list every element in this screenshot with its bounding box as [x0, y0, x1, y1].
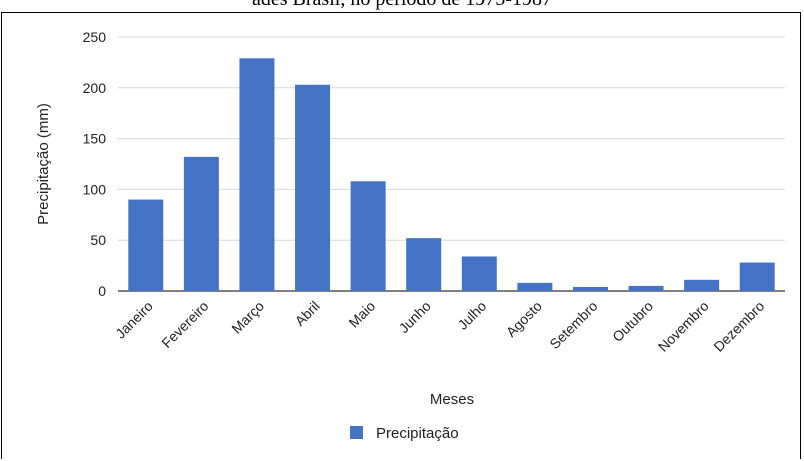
x-tick-label-julho: Julho [454, 298, 489, 333]
y-tick-label: 100 [83, 181, 107, 197]
legend-label-precipitacao: Precipitação [376, 425, 459, 442]
y-tick-label: 250 [83, 29, 107, 45]
x-axis-title: Meses [430, 391, 474, 408]
bar-março [239, 58, 274, 291]
bar-agosto [517, 283, 552, 291]
x-tick-label-outubro: Outubro [609, 298, 656, 345]
x-tick-label-setembro: Setembro [546, 298, 600, 352]
y-tick-label: 50 [90, 232, 106, 248]
x-tick-label-maio: Maio [345, 298, 378, 331]
bar-fevereiro [184, 157, 219, 291]
x-tick-label-novembro: Novembro [655, 298, 712, 355]
y-tick-label: 150 [83, 131, 107, 147]
x-tick-label-fevereiro: Fevereiro [158, 298, 211, 351]
bar-junho [406, 238, 441, 291]
bar-dezembro [740, 263, 775, 291]
legend-swatch-precipitacao [350, 426, 363, 439]
x-tick-labels: Janeiro Fevereiro Março Abril Maio Junho Julho… [112, 298, 767, 355]
bars [128, 58, 774, 291]
x-tick-label-março: Março [228, 298, 267, 337]
x-tick-label-janeiro: Janeiro [112, 298, 156, 342]
legend: Precipitação [350, 425, 459, 442]
bar-janeiro [128, 200, 163, 291]
bar-maio [351, 181, 386, 291]
bar-setembro [573, 287, 608, 291]
y-tick-label: 0 [98, 283, 106, 299]
bar-novembro [684, 280, 719, 291]
x-tick-label-agosto: Agosto [503, 298, 545, 340]
bar-outubro [629, 286, 664, 291]
bar-abril [295, 85, 330, 291]
x-tick-label-dezembro: Dezembro [710, 298, 767, 355]
y-tick-labels: 0 50 100 150 200 250 [83, 29, 107, 299]
x-tick-label-abril: Abril [292, 298, 323, 329]
y-axis-title: Precipitação (mm) [35, 103, 52, 225]
y-tick-label: 200 [83, 80, 107, 96]
x-tick-label-junho: Junho [396, 298, 434, 336]
bar-julho [462, 256, 497, 291]
